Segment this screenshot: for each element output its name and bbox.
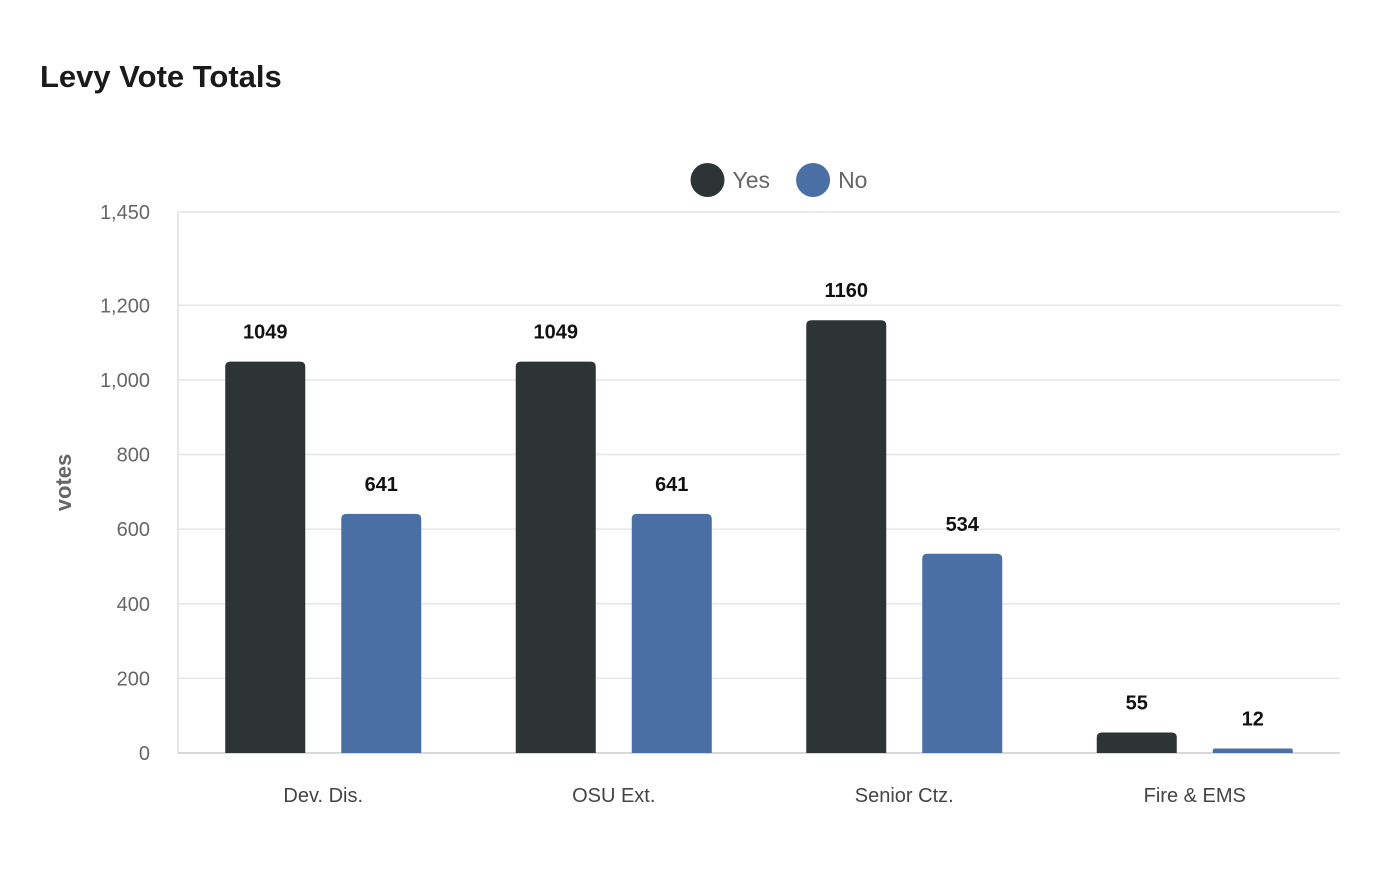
y-tick-label: 1,000 [100, 370, 150, 392]
legend: Yes No [690, 163, 867, 197]
bars [225, 320, 1293, 753]
x-tick-label-dev-dis: Dev. Dis. [283, 785, 363, 807]
y-tick-label: 400 [117, 594, 150, 616]
bar-no-dev-dis[interactable] [341, 513, 422, 753]
legend-swatch-no [796, 163, 831, 197]
data-label-no-osu-ext: 641 [655, 474, 688, 496]
y-tick-label: 200 [117, 668, 150, 690]
data-label-no-dev-dis: 641 [365, 474, 398, 496]
axes: 0 200 400 600 800 1,000 1,200 1,450 votes Dev. Di… [51, 202, 1340, 807]
bar-yes-osu-ext[interactable] [515, 361, 596, 753]
x-tick-label-osu-ext: OSU Ext. [572, 785, 655, 807]
data-label-no-senior-ctz: 534 [946, 514, 980, 536]
data-labels: 1049 641 1049 641 1160 534 55 12 [243, 280, 1264, 730]
bar-no-osu-ext[interactable] [631, 513, 712, 753]
data-label-yes-fire-ems: 55 [1126, 692, 1148, 714]
bar-yes-senior-ctz[interactable] [806, 320, 887, 753]
y-tick-label: 800 [117, 445, 150, 467]
legend-swatch-yes [690, 163, 725, 197]
data-label-yes-osu-ext: 1049 [534, 322, 579, 344]
legend-label-no: No [838, 167, 867, 193]
y-tick-label: 1,450 [100, 202, 150, 224]
bar-yes-fire-ems[interactable] [1096, 732, 1177, 753]
x-tick-label-fire-ems: Fire & EMS [1144, 785, 1246, 807]
x-tick-label-senior-ctz: Senior Ctz. [855, 785, 954, 807]
y-tick-label: 600 [117, 519, 150, 541]
data-label-yes-dev-dis: 1049 [243, 322, 288, 344]
bar-no-fire-ems[interactable] [1212, 748, 1293, 753]
legend-item-no[interactable]: No [796, 163, 867, 197]
legend-item-yes[interactable]: Yes [690, 163, 771, 197]
data-label-no-fire-ems: 12 [1242, 709, 1264, 731]
bar-no-senior-ctz[interactable] [922, 553, 1003, 753]
y-tick-label: 1,200 [100, 295, 150, 317]
legend-label-yes: Yes [733, 167, 771, 193]
y-tick-label: 0 [139, 743, 150, 765]
bar-yes-dev-dis[interactable] [225, 361, 306, 753]
chart-title: Levy Vote Totals [40, 59, 282, 94]
data-label-yes-senior-ctz: 1160 [825, 280, 868, 302]
y-axis-title: votes [51, 454, 76, 511]
